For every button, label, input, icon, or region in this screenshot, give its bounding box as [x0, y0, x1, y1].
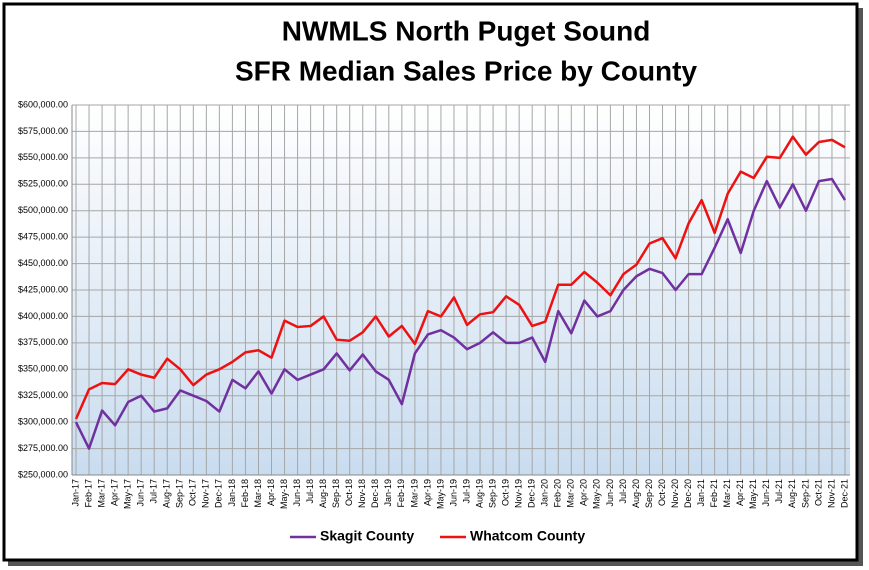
x-tick-label: Jul-19 — [461, 479, 471, 504]
x-tick-label: Mar-21 — [722, 479, 732, 508]
x-tick-label: Oct-21 — [813, 479, 823, 506]
x-tick-label: Jul-20 — [618, 479, 628, 504]
x-tick-label: Dec-17 — [214, 479, 224, 508]
x-tick-label: Dec-20 — [683, 479, 693, 508]
x-tick-label: Oct-18 — [344, 479, 354, 506]
y-tick-label: $525,000.00 — [18, 179, 68, 189]
x-tick-label: May-17 — [123, 479, 133, 509]
x-tick-label: Nov-17 — [201, 479, 211, 508]
x-tick-label: Aug-21 — [787, 479, 797, 508]
x-tick-label: Jun-17 — [136, 479, 146, 507]
x-tick-label: Oct-20 — [657, 479, 667, 506]
x-tick-label: Feb-21 — [709, 479, 719, 508]
x-tick-label: Sep-19 — [487, 479, 497, 508]
y-tick-label: $575,000.00 — [18, 126, 68, 136]
y-tick-label: $500,000.00 — [18, 205, 68, 215]
y-tick-label: $250,000.00 — [18, 469, 68, 479]
x-tick-label: Aug-17 — [162, 479, 172, 508]
x-tick-label: Dec-21 — [839, 479, 849, 508]
x-tick-label: Jan-19 — [383, 479, 393, 507]
x-tick-label: Sep-17 — [175, 479, 185, 508]
x-tick-label: Oct-17 — [188, 479, 198, 506]
y-tick-label: $375,000.00 — [18, 337, 68, 347]
x-tick-label: Mar-20 — [566, 479, 576, 508]
chart-subtitle: SFR Median Sales Price by County — [235, 55, 698, 86]
y-tick-label: $350,000.00 — [18, 364, 68, 374]
x-tick-label: Jan-17 — [70, 479, 80, 507]
x-tick-label: Mar-17 — [96, 479, 106, 508]
x-tick-label: Dec-19 — [527, 479, 537, 508]
x-tick-label: Jun-18 — [292, 479, 302, 507]
x-tick-label: Jun-19 — [448, 479, 458, 507]
x-tick-label: Jan-20 — [540, 479, 550, 507]
x-tick-label: Nov-20 — [670, 479, 680, 508]
x-tick-label: Mar-19 — [409, 479, 419, 508]
x-tick-label: Feb-19 — [396, 479, 406, 508]
x-tick-label: Dec-18 — [370, 479, 380, 508]
x-tick-label: May-21 — [748, 479, 758, 509]
x-tick-label: Aug-18 — [318, 479, 328, 508]
x-tick-label: Sep-18 — [331, 479, 341, 508]
x-tick-label: Aug-19 — [474, 479, 484, 508]
x-tick-label: Jul-21 — [774, 479, 784, 504]
x-tick-label: Jun-20 — [605, 479, 615, 507]
series-line — [74, 177, 847, 450]
y-tick-label: $325,000.00 — [18, 390, 68, 400]
y-tick-label: $425,000.00 — [18, 284, 68, 294]
x-tick-label: Nov-19 — [514, 479, 524, 508]
x-tick-label: Jul-17 — [149, 479, 159, 504]
x-tick-label: May-19 — [435, 479, 445, 509]
x-tick-label: Apr-21 — [735, 479, 745, 506]
y-tick-label: $400,000.00 — [18, 311, 68, 321]
x-tick-label: Feb-20 — [553, 479, 563, 508]
x-tick-label: Sep-21 — [800, 479, 810, 508]
legend-label: Whatcom County — [470, 528, 585, 544]
x-tick-label: May-18 — [279, 479, 289, 509]
x-tick-label: Apr-19 — [422, 479, 432, 506]
x-tick-label: Jun-21 — [761, 479, 771, 507]
y-tick-label: $475,000.00 — [18, 232, 68, 242]
x-tick-label: Apr-18 — [266, 479, 276, 506]
x-tick-label: May-20 — [592, 479, 602, 509]
x-tick-label: Apr-20 — [579, 479, 589, 506]
y-tick-label: $275,000.00 — [18, 443, 68, 453]
legend-label: Skagit County — [320, 528, 414, 544]
x-tick-label: Aug-20 — [631, 479, 641, 508]
x-tick-label: Sep-20 — [644, 479, 654, 508]
x-tick-label: Nov-18 — [357, 479, 367, 508]
x-tick-label: Oct-19 — [500, 479, 510, 506]
x-tick-label: Jul-18 — [305, 479, 315, 504]
y-tick-label: $600,000.00 — [18, 99, 68, 109]
x-tick-label: Feb-17 — [83, 479, 93, 508]
y-tick-label: $450,000.00 — [18, 258, 68, 268]
x-tick-label: Jan-21 — [696, 479, 706, 507]
y-tick-label: $300,000.00 — [18, 417, 68, 427]
x-tick-label: Apr-17 — [109, 479, 119, 506]
y-tick-label: $550,000.00 — [18, 152, 68, 162]
x-tick-label: Feb-18 — [240, 479, 250, 508]
x-tick-label: Jan-18 — [227, 479, 237, 507]
chart-title: NWMLS North Puget Sound — [282, 15, 651, 46]
x-tick-label: Nov-21 — [826, 479, 836, 508]
x-tick-label: Mar-18 — [253, 479, 263, 508]
series-line — [74, 135, 846, 420]
